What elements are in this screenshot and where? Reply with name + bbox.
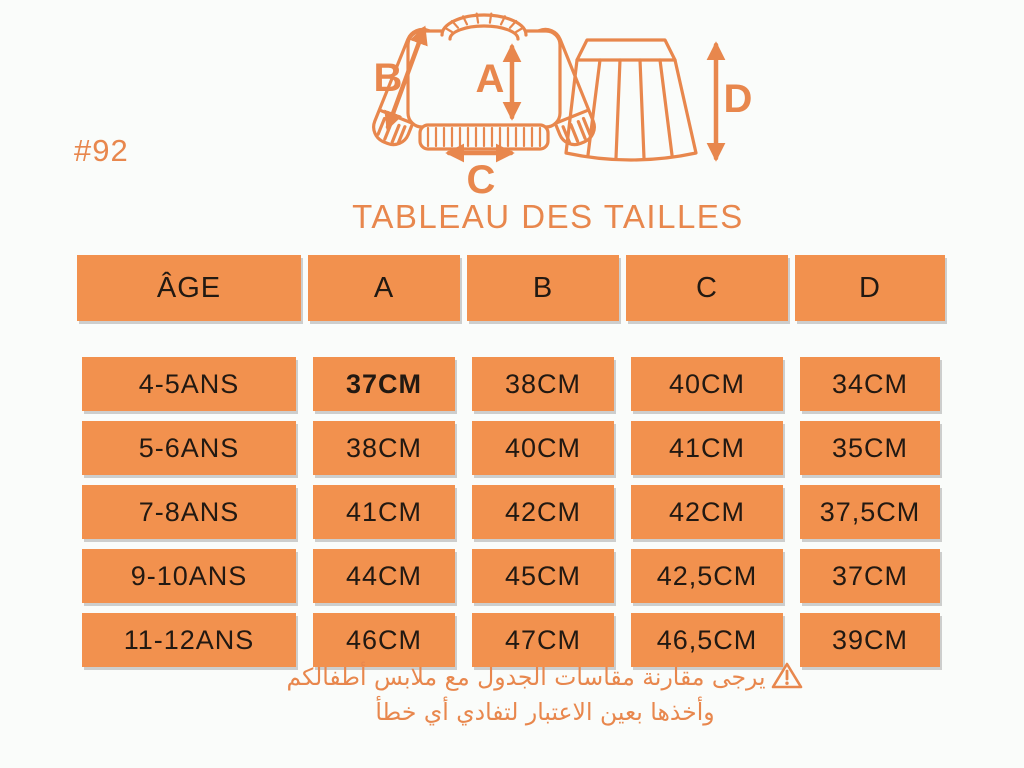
value-cell: 40CM [631, 357, 783, 411]
table-row: 7-8ANS 41CM 42CM 42CM 37,5CM [77, 485, 945, 539]
note-line-1: يرجى مقارنة مقاسات الجدول مع ملابس أطفال… [66, 660, 1024, 695]
table-row: 5-6ANS 38CM 40CM 41CM 35CM [77, 421, 945, 475]
value-cell: 38CM [472, 357, 614, 411]
value-cell: 46,5CM [631, 613, 783, 667]
age-cell: 5-6ANS [82, 421, 296, 475]
age-cell: 11-12ANS [82, 613, 296, 667]
value-cell: 47CM [472, 613, 614, 667]
value-cell: 41CM [313, 485, 455, 539]
value-cell: 39CM [800, 613, 940, 667]
value-cell: 37CM [800, 549, 940, 603]
value-cell: 44CM [313, 549, 455, 603]
note-text-1: يرجى مقارنة مقاسات الجدول مع ملابس أطفال… [286, 663, 766, 691]
sweater-illustration [372, 12, 596, 151]
skirt-illustration [564, 38, 698, 162]
age-cell: 7-8ANS [82, 485, 296, 539]
page-title: TABLEAU DES TAILLES [352, 198, 744, 235]
note-line-2: وأخذها بعين الاعتبار لتفادي أي خطأ [375, 698, 715, 726]
value-cell: 37CM [313, 357, 455, 411]
header-cell-c: C [626, 255, 788, 321]
label-a: A [476, 57, 505, 101]
value-cell: 40CM [472, 421, 614, 475]
warning-triangle-icon [771, 662, 802, 689]
value-cell: 42CM [631, 485, 783, 539]
product-code: #92 [74, 133, 129, 168]
age-cell: 4-5ANS [82, 357, 296, 411]
label-b: B [374, 56, 403, 100]
table-row: 9-10ANS 44CM 45CM 42,5CM 37CM [77, 549, 945, 603]
header-cell-d: D [795, 255, 945, 321]
value-cell: 42,5CM [631, 549, 783, 603]
header-cell-a: A [308, 255, 460, 321]
value-cell: 42CM [472, 485, 614, 539]
value-cell: 35CM [800, 421, 940, 475]
value-cell: 38CM [313, 421, 455, 475]
label-d: D [724, 77, 753, 121]
table-row: 4-5ANS 37CM 38CM 40CM 34CM [77, 357, 945, 411]
value-cell: 34CM [800, 357, 940, 411]
value-cell: 41CM [631, 421, 783, 475]
garment-measurement-diagram: B A C D [372, 12, 753, 202]
table-header-row: ÂGE A B C D [77, 255, 945, 321]
value-cell: 37,5CM [800, 485, 940, 539]
size-table: ÂGE A B C D 4-5ANS 37CM 38CM 40CM 34CM 5… [77, 255, 945, 667]
sweater-collar [440, 12, 528, 41]
table-row: 11-12ANS 46CM 47CM 46,5CM 39CM [77, 613, 945, 667]
size-warning-note: يرجى مقارنة مقاسات الجدول مع ملابس أطفال… [0, 660, 1024, 730]
measure-arrow-b [384, 25, 428, 131]
header-cell-age: ÂGE [77, 255, 301, 321]
age-cell: 9-10ANS [82, 549, 296, 603]
header-cell-b: B [467, 255, 619, 321]
label-c: C [467, 158, 496, 202]
value-cell: 45CM [472, 549, 614, 603]
value-cell: 46CM [313, 613, 455, 667]
